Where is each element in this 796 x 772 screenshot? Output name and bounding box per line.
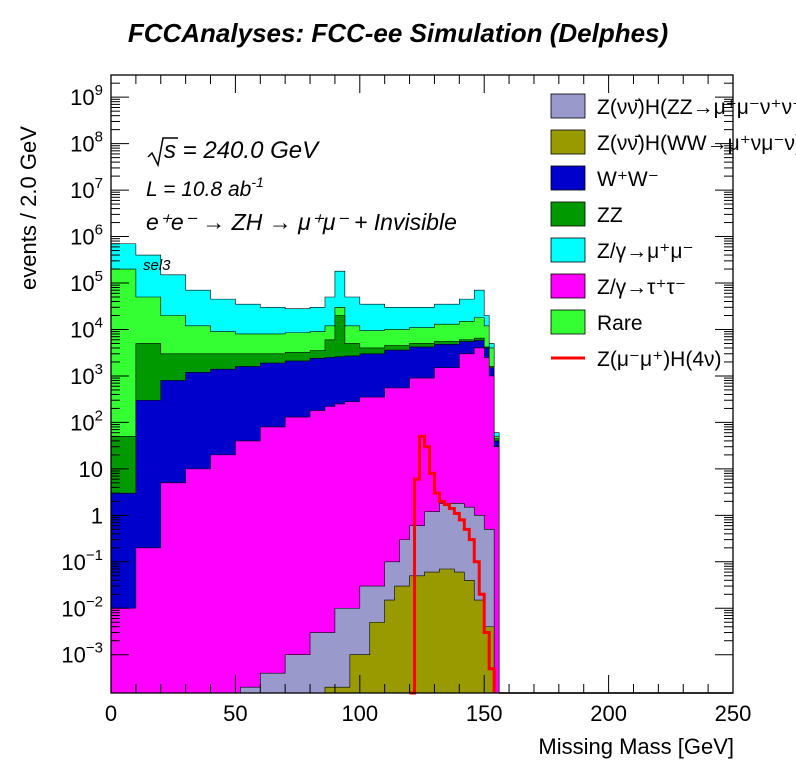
legend-label-7: Z(μ⁻μ⁺)H(4ν) bbox=[597, 348, 722, 371]
legend-swatch-6 bbox=[550, 309, 586, 335]
y-tick-label: 102 bbox=[70, 407, 103, 435]
y-tick-label: 105 bbox=[70, 268, 103, 296]
y-tick-label: 10 bbox=[79, 457, 103, 482]
y-tick-label: 108 bbox=[70, 129, 103, 157]
legend-label-1: Z(νν̄)H(WW→μ⁺νμ⁻ν) bbox=[597, 132, 796, 155]
legend-swatch-3 bbox=[550, 201, 586, 227]
y-tick-label: 103 bbox=[70, 361, 103, 389]
legend-label-0: Z(νν̄)H(ZZ→μ⁺μ⁻ν⁺ν⁻) bbox=[597, 96, 796, 119]
y-tick-label: 104 bbox=[70, 314, 103, 342]
y-tick-label: 1 bbox=[91, 503, 103, 528]
x-tick-label: 0 bbox=[105, 701, 117, 726]
y-tick-label: 107 bbox=[70, 175, 103, 203]
legend-swatch-1 bbox=[550, 129, 586, 155]
legend-swatch-5 bbox=[550, 273, 586, 299]
legend-label-6: Rare bbox=[597, 312, 643, 335]
legend-swatch-2 bbox=[550, 165, 586, 191]
lumi-label: L = 10.8 ab-1 bbox=[146, 174, 264, 201]
signal-line bbox=[409, 434, 496, 695]
x-tick-label: 200 bbox=[590, 701, 627, 726]
y-tick-label: 10−1 bbox=[61, 547, 103, 575]
higgs-ww-area bbox=[324, 568, 495, 694]
legend-label-5: Z/γ→τ⁺τ⁻ bbox=[597, 276, 686, 299]
legend-label-2: W⁺W⁻ bbox=[597, 168, 659, 191]
process-label: e⁺e⁻ → ZH → μ⁺μ⁻ + Invisible bbox=[146, 209, 457, 235]
chart-title: FCCAnalyses: FCC-ee Simulation (Delphes) bbox=[127, 18, 669, 48]
sqrt-s-label: s = 240.0 GeV bbox=[164, 137, 320, 164]
x-axis-label: Missing Mass [GeV] bbox=[538, 734, 734, 759]
legend-swatch-4 bbox=[550, 237, 586, 263]
selection-label: sel3 bbox=[143, 257, 171, 274]
legend-swatch-0 bbox=[550, 93, 586, 119]
x-tick-label: 150 bbox=[466, 701, 503, 726]
y-tick-label: 109 bbox=[70, 82, 103, 110]
y-tick-label: 10−3 bbox=[61, 640, 103, 668]
x-tick-label: 100 bbox=[341, 701, 378, 726]
legend-label-3: ZZ bbox=[597, 204, 623, 227]
y-tick-label: 10−2 bbox=[61, 593, 103, 621]
x-tick-label: 50 bbox=[223, 701, 247, 726]
plot-frame bbox=[110, 74, 734, 694]
sqrt-symbol bbox=[147, 137, 178, 168]
legend-label-4: Z/γ→μ⁺μ⁻ bbox=[597, 240, 694, 263]
y-tick-label: 106 bbox=[70, 222, 103, 250]
x-tick-label: 250 bbox=[715, 701, 752, 726]
